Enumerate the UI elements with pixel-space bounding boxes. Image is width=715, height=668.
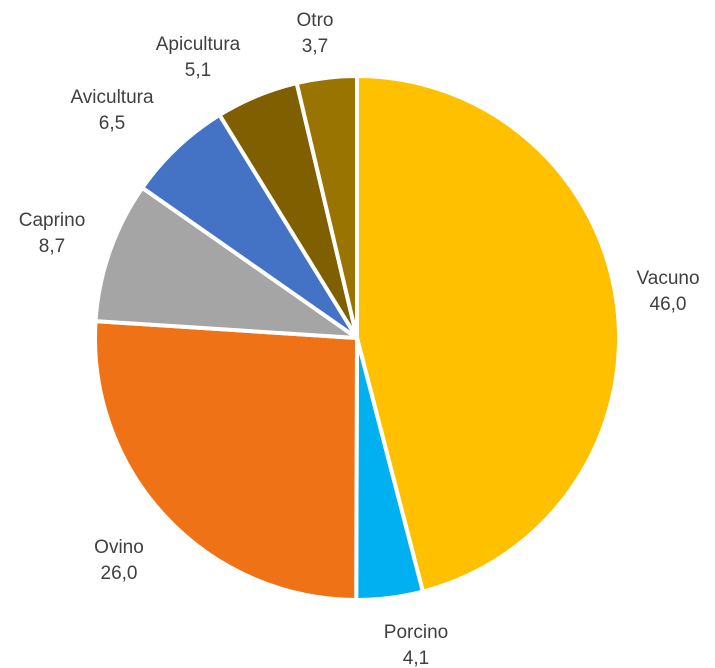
- pie-slices: [93, 74, 622, 603]
- slice-value-label: 4,1: [403, 648, 429, 668]
- slice-value-label: 46,0: [650, 294, 687, 315]
- slice-labels: Vacuno 46,0 Porcino 4,1 Ovino 26,0 Caprino 8,7 A…: [19, 10, 700, 668]
- slice-label-avicultura: Avicultura 6,5: [70, 87, 154, 134]
- slice-value-label: 3,7: [302, 36, 328, 57]
- slice-label-porcino: Porcino 4,1: [384, 622, 448, 668]
- pie-slice-ovino: [93, 319, 359, 602]
- slice-category-label: Ovino: [94, 537, 144, 558]
- slice-value-label: 8,7: [39, 236, 65, 257]
- slice-value-label: 5,1: [185, 60, 211, 81]
- pie-slice-otro: [294, 74, 359, 340]
- slice-label-apicultura: Apicultura 5,1: [156, 34, 241, 81]
- slice-category-label: Caprino: [19, 210, 86, 231]
- slice-label-caprino: Caprino 8,7: [19, 210, 86, 257]
- pie-slice-vacuno: [355, 74, 622, 594]
- slice-label-ovino: Ovino 26,0: [94, 537, 144, 584]
- slice-value-label: 6,5: [99, 113, 125, 134]
- slice-label-vacuno: Vacuno 46,0: [636, 268, 699, 315]
- slice-label-otro: Otro 3,7: [297, 10, 334, 57]
- slice-category-label: Porcino: [384, 622, 448, 643]
- slice-category-label: Avicultura: [70, 87, 154, 108]
- pie-slice-caprino: [93, 185, 359, 340]
- slice-category-label: Vacuno: [636, 268, 699, 289]
- slice-category-label: Apicultura: [156, 34, 241, 55]
- slice-value-label: 26,0: [101, 563, 138, 584]
- slice-category-label: Otro: [297, 10, 334, 31]
